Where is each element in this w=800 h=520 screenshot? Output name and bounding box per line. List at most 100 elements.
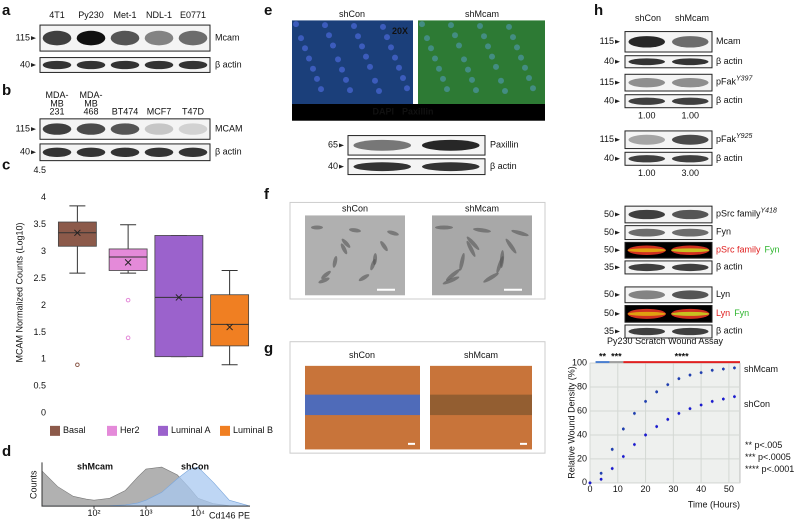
panel-letter: d (2, 443, 11, 460)
mw-marker: 50 (604, 308, 614, 318)
cell (496, 256, 504, 274)
label-part: β actin (716, 262, 743, 272)
label-part: Lyn (716, 308, 730, 318)
nucleus (518, 54, 524, 61)
nucleus (419, 21, 425, 28)
nucleus (530, 85, 536, 92)
row-label: pSrc family Fyn (716, 245, 780, 255)
mean (175, 294, 183, 301)
cell (380, 241, 388, 252)
lane-label: Py230 (78, 10, 104, 20)
marker-arrow (615, 39, 620, 44)
blot-band (144, 147, 174, 157)
nucleus (424, 35, 430, 42)
mw-marker: 40 (604, 56, 614, 66)
x-axis-label: Cd146 PE (209, 511, 250, 520)
nucleus (404, 85, 410, 92)
blot-band (628, 36, 666, 48)
row-label: Lyn Fyn (716, 308, 749, 318)
outlier (125, 335, 131, 341)
x-tick-label: 40 (696, 484, 706, 494)
marker-arrow (615, 156, 620, 161)
cell (370, 258, 376, 271)
lane-label: E0771 (180, 10, 206, 20)
micrograph (418, 20, 545, 104)
mw-marker: 50 (604, 227, 614, 237)
y-tick-label: 1 (41, 354, 46, 364)
blot-band (671, 77, 709, 88)
nucleus (493, 63, 499, 70)
mw-marker: 35 (604, 262, 614, 272)
x-tick-label: 0 (587, 484, 592, 494)
lane-label: BT474 (112, 107, 139, 117)
data-point (633, 411, 636, 415)
row-label: β actin (716, 326, 743, 336)
row-label: β actin (716, 56, 743, 66)
row-label: Mcam (215, 32, 240, 42)
blot-band (42, 123, 72, 135)
lane-label: 468 (83, 107, 98, 117)
blot-band (671, 209, 709, 220)
panel-letter: b (2, 82, 11, 99)
nucleus (293, 21, 299, 28)
data-point (599, 477, 603, 481)
y-tick-label: 100 (572, 357, 587, 367)
magnification: 20X (392, 26, 408, 36)
blot-band (76, 60, 106, 70)
nucleus (372, 77, 378, 84)
blot-band (144, 123, 174, 135)
y-tick-label: 80 (577, 381, 587, 391)
nucleus (310, 65, 316, 72)
row-label: β actin (716, 96, 743, 106)
cell (511, 229, 529, 237)
blot-band (110, 30, 140, 46)
mw-marker: 35 (604, 326, 614, 336)
y-tick-label: 3 (41, 246, 46, 256)
data-point (699, 403, 703, 407)
row-label: pFakY925 (716, 133, 752, 144)
blot-band (671, 248, 710, 253)
column-label: shCon (635, 13, 661, 23)
significance-label: ** (599, 351, 607, 361)
data-point (688, 373, 692, 377)
legend-swatch (50, 425, 60, 436)
marker-arrow (615, 137, 620, 142)
marker-arrow (615, 329, 620, 334)
nucleus (347, 87, 353, 94)
nucleus (335, 56, 341, 63)
panel-letter: e (264, 2, 272, 19)
x-tick-label: 30 (668, 484, 678, 494)
panel-letter: c (2, 156, 10, 173)
wound (305, 394, 420, 416)
label-part: β actin (716, 326, 743, 336)
row-label: β actin (716, 153, 743, 163)
nucleus (485, 43, 491, 50)
mw-marker: 50 (604, 245, 614, 255)
legend-label: shMcam (744, 364, 778, 374)
blot-band (76, 30, 106, 46)
marker-arrow (615, 265, 620, 270)
row-label: Paxillin (490, 140, 519, 150)
blot-band (671, 97, 709, 105)
blot-band (178, 30, 208, 46)
cell (358, 274, 370, 282)
blot (624, 73, 713, 92)
blot-band (628, 77, 666, 88)
marker-arrow (615, 230, 620, 235)
data-point (621, 455, 625, 458)
data-point (588, 481, 592, 485)
pvalue-legend: *** p<.0005 (745, 452, 791, 462)
outlier (125, 297, 131, 303)
y-tick-label: 2 (41, 300, 46, 310)
label-part: Fyn (734, 308, 749, 318)
row-label: pSrc familyY418 (716, 208, 777, 219)
box (57, 221, 97, 247)
marker-arrow (615, 248, 620, 253)
cell (340, 243, 348, 255)
panel-letter: f (264, 186, 270, 203)
cell (442, 276, 460, 285)
lane-label: Met-1 (113, 10, 136, 20)
blot-band (671, 228, 709, 237)
column-label: shCon (339, 9, 365, 19)
chart-title: Py230 Scratch Wound Assay (607, 336, 723, 346)
